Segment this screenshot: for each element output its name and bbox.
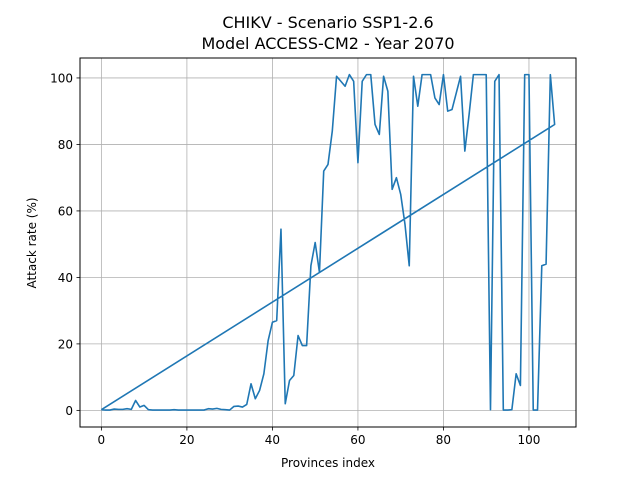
series-line-0: [100, 73, 556, 411]
x-tick-label: 20: [179, 433, 194, 447]
x-tick-label: 60: [350, 433, 365, 447]
y-tick-label: 40: [58, 271, 73, 285]
x-tick-label: 80: [436, 433, 451, 447]
x-tick-label: 0: [98, 433, 106, 447]
axis-ticks: 0 20 40 60 80 100 0 20 40 60 80 100: [50, 71, 540, 447]
x-axis-label: Provinces index: [281, 456, 375, 470]
x-tick-label: 100: [518, 433, 541, 447]
chart-title: CHIKV - Scenario SSP1-2.6: [222, 13, 433, 32]
series-lines: [100, 73, 556, 411]
y-tick-label: 20: [58, 337, 73, 351]
y-tick-label: 80: [58, 138, 73, 152]
y-axis-label: Attack rate (%): [25, 197, 39, 288]
y-tick-label: 0: [65, 404, 73, 418]
y-tick-label: 60: [58, 204, 73, 218]
x-tick-label: 40: [265, 433, 280, 447]
chart-subtitle: Model ACCESS-CM2 - Year 2070: [201, 34, 454, 53]
plot-frame: [79, 57, 577, 428]
y-tick-label: 100: [50, 71, 73, 85]
